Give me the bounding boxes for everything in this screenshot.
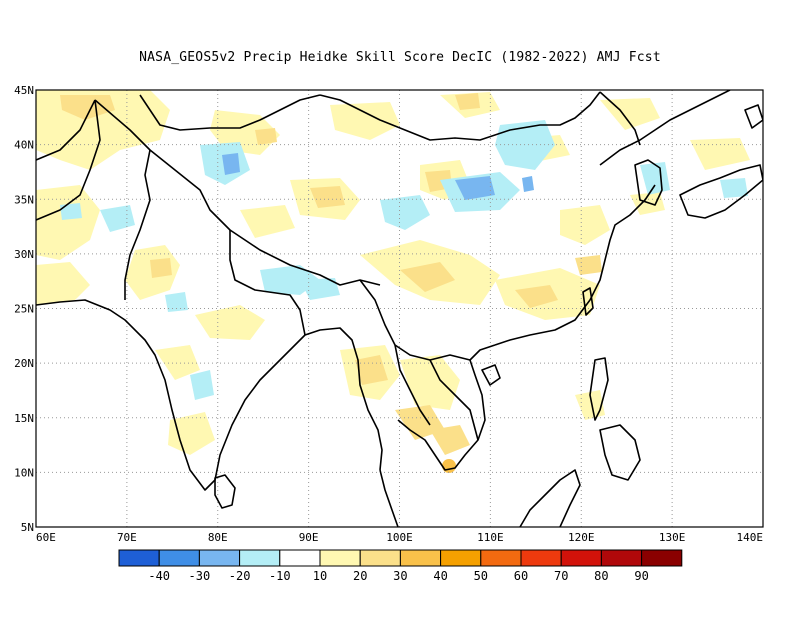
map-plot-area (36, 90, 763, 527)
lat-label: 20N (14, 357, 34, 370)
colorbar-label: 70 (554, 569, 568, 583)
colorbar-swatch (118, 549, 160, 567)
colorbar-swatch (399, 549, 442, 567)
colorbar-swatch (319, 549, 361, 567)
lon-label: 120E (568, 531, 595, 544)
colorbar-swatch (480, 549, 522, 567)
colorbar-swatch (440, 549, 482, 567)
lat-label: 25N (14, 303, 34, 316)
colorbar-label: 20 (353, 569, 367, 583)
colorbar-label: 80 (594, 569, 608, 583)
lon-label: 100E (386, 531, 413, 544)
colorbar-label: 60 (514, 569, 528, 583)
latitude-labels: 45N 40N 35N 30N 25N 20N 15N 10N 5N (14, 84, 34, 534)
lat-label: 15N (14, 412, 34, 425)
colorbar-labels: -40 -30 -20 -10 10 20 30 40 50 60 70 80 90 (148, 569, 648, 583)
lon-label: 110E (477, 531, 504, 544)
lon-label: 60E (36, 531, 56, 544)
colorbar-swatch (198, 549, 241, 567)
map-title: NASA_GEOS5v2 Precip Heidke Skill Score D… (139, 50, 661, 65)
colorbar-label: 40 (433, 569, 447, 583)
lat-label: 30N (14, 248, 34, 261)
colorbar-swatch (520, 549, 562, 567)
lon-label: 90E (299, 531, 319, 544)
coastlines-and-borders (36, 90, 763, 527)
lon-label: 130E (659, 531, 686, 544)
lon-label: 70E (117, 531, 137, 544)
colorbar-swatch (359, 549, 401, 567)
colorbar-swatch (600, 549, 643, 567)
colorbar-label: 30 (393, 569, 407, 583)
lon-label: 140E (737, 531, 764, 544)
colorbar-label: 50 (474, 569, 488, 583)
lat-label: 35N (14, 193, 34, 206)
colorbar-label: -10 (269, 569, 291, 583)
colorbar (118, 549, 683, 567)
colorbar-label: -40 (148, 569, 170, 583)
plot-frame (35, 89, 764, 528)
colorbar-swatch (560, 549, 602, 567)
colorbar-swatch (158, 549, 200, 567)
lat-label: 40N (14, 139, 34, 152)
colorbar-swatch (279, 549, 321, 567)
lat-lon-grid (36, 90, 763, 527)
skill-shading (36, 90, 750, 473)
colorbar-label: -20 (229, 569, 251, 583)
longitude-labels: 60E 70E 80E 90E 100E 110E 120E 130E 140E (36, 531, 763, 544)
colorbar-label: 90 (634, 569, 648, 583)
lat-label: 5N (21, 521, 34, 534)
lat-label: 45N (14, 84, 34, 97)
colorbar-label: 10 (313, 569, 327, 583)
lon-label: 80E (208, 531, 228, 544)
colorbar-swatch (239, 549, 281, 567)
lat-label: 10N (14, 466, 34, 479)
colorbar-label: -30 (189, 569, 211, 583)
colorbar-swatch (641, 549, 683, 567)
